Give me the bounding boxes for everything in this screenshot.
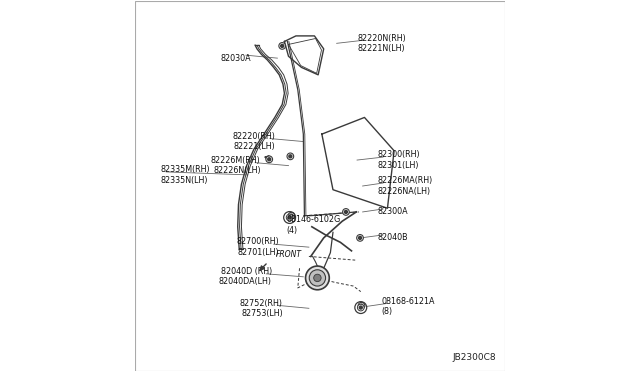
Circle shape [314,274,321,282]
Text: 82300(RH)
82301(LH): 82300(RH) 82301(LH) [378,150,420,170]
Text: FRONT: FRONT [276,250,301,259]
Text: 08168-6121A
(8): 08168-6121A (8) [381,297,435,316]
Circle shape [344,211,348,214]
Circle shape [360,304,363,307]
Text: 82226M(RH)
82226N(LH): 82226M(RH) 82226N(LH) [211,156,260,175]
Circle shape [290,214,293,217]
Text: 82220(RH)
82221(LH): 82220(RH) 82221(LH) [233,132,276,151]
Circle shape [268,158,271,161]
Circle shape [358,236,362,240]
Circle shape [279,42,285,49]
Text: JB2300C8: JB2300C8 [452,353,496,362]
Circle shape [281,44,284,47]
Text: 82226MA(RH)
82226NA(LH): 82226MA(RH) 82226NA(LH) [378,176,433,196]
Text: 82040D (RH)
82040DA(LH): 82040D (RH) 82040DA(LH) [219,267,272,286]
Circle shape [356,235,364,241]
Text: 82220N(RH)
82221N(LH): 82220N(RH) 82221N(LH) [357,33,406,53]
Circle shape [289,155,292,158]
Circle shape [287,153,294,160]
Text: 82030A: 82030A [221,54,252,62]
Circle shape [286,214,293,221]
Text: 82700(RH)
82701(LH): 82700(RH) 82701(LH) [237,237,279,257]
Text: 82300A: 82300A [378,208,408,217]
Circle shape [359,306,362,309]
Circle shape [342,209,349,215]
Circle shape [288,216,291,219]
Text: 82752(RH)
82753(LH): 82752(RH) 82753(LH) [240,299,283,318]
Circle shape [305,266,329,290]
Circle shape [266,156,273,163]
Circle shape [288,212,295,219]
Text: 82040B: 82040B [378,233,408,243]
Circle shape [309,270,326,286]
Text: 82335M(RH)
82335N(LH): 82335M(RH) 82335N(LH) [161,165,211,185]
Text: 08146-6102G
(4): 08146-6102G (4) [287,215,341,235]
Circle shape [357,304,364,311]
Circle shape [358,302,365,309]
